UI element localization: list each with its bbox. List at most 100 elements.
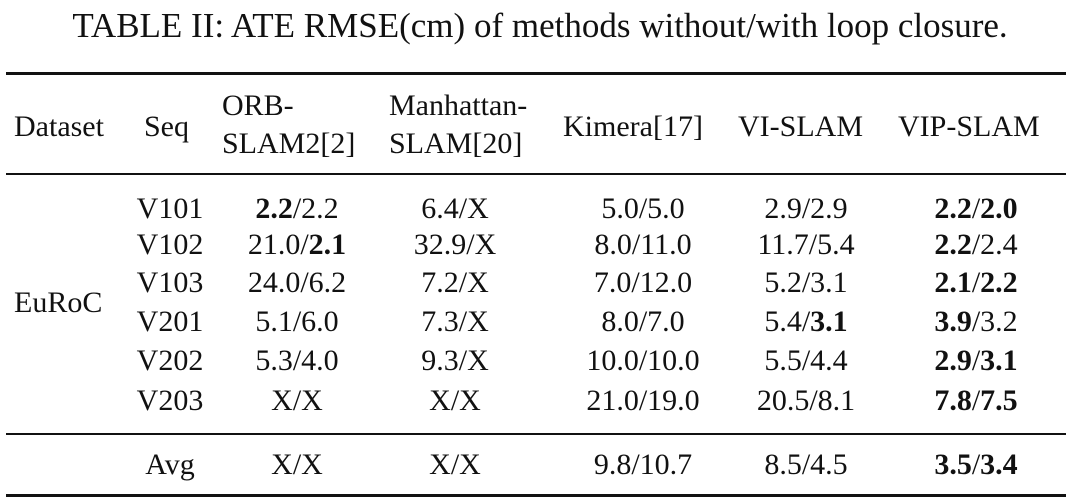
slash-separator: / [300,228,309,261]
value-without-loop: 9.8 [593,448,632,481]
slash-separator: / [292,192,302,225]
value-with-loop: 2.2 [980,266,1018,299]
value-without-loop: 5.3 [255,344,293,377]
value-without-loop: 3.9 [934,305,972,338]
row-v101-orb-slam2-cell: 2.2/2.2 [255,192,338,226]
value-without-loop: 5.5 [764,344,802,377]
top-rule [6,72,1066,75]
value-with-loop: 5.4 [817,228,855,261]
value-without-loop: 7.8 [934,384,972,417]
row-v203-vi-slam-cell: 20.5/8.1 [757,384,855,418]
value-with-loop: X [467,192,489,225]
slash-separator: / [638,192,648,225]
header-manhattan-line1: Manhattan- [389,89,528,122]
value-without-loop: 2.2 [255,192,293,225]
row-v203-seq: V203 [136,384,204,417]
value-without-loop: 2.2 [934,192,972,225]
value-without-loop: 2.9 [934,344,972,377]
value-without-loop: 21.0 [247,228,301,261]
value-without-loop: 5.1 [255,305,293,338]
row-v102-vip-slam-cell: 2.2/2.4 [934,228,1017,262]
row-v103-seq: V103 [136,266,204,299]
value-with-loop: 3.1 [810,305,848,338]
slash-separator: / [801,266,811,299]
value-without-loop: X [429,384,451,417]
slash-separator: / [638,384,648,417]
value-without-loop: 5.2 [764,266,802,299]
value-with-loop: X [474,228,497,261]
row-v202-kimera-cell: 10.0/10.0 [586,344,699,378]
value-without-loop: 24.0 [247,266,301,299]
slash-separator: / [801,344,811,377]
value-with-loop: X [467,344,489,377]
value-with-loop: 4.0 [301,344,339,377]
value-without-loop: X [271,384,293,417]
table-caption: TABLE II: ATE RMSE(cm) of methods withou… [72,6,1008,45]
value-with-loop: X [467,266,489,299]
slash-separator: / [300,266,309,299]
row-v202-orb-slam2-cell: 5.3/4.0 [255,344,338,378]
row-avg-orb-slam2-cell: X/X [271,448,323,482]
value-without-loop: X [429,448,451,481]
value-without-loop: 2.9 [764,192,802,225]
value-without-loop: 7.3 [421,305,459,338]
value-without-loop: 5.4 [764,305,802,338]
value-with-loop: 3.4 [980,448,1018,481]
value-with-loop: X [467,305,489,338]
row-v201-vip-slam-cell: 3.9/3.2 [934,305,1017,339]
value-without-loop: 2.1 [934,266,972,299]
row-v102-seq: V102 [136,228,204,261]
slash-separator: / [292,344,302,377]
row-v101-vip-slam-cell: 2.2/2.0 [934,192,1017,226]
slash-separator: / [971,192,981,225]
value-with-loop: 3.2 [980,305,1018,338]
row-v102-vi-slam-cell: 11.7/5.4 [757,228,854,262]
value-without-loop: 21.0 [586,384,639,417]
value-with-loop: X [301,384,323,417]
row-v102-manhattan-slam-cell: 32.9/X [414,228,497,262]
slash-separator: / [631,228,641,261]
value-without-loop: 9.3 [421,344,459,377]
slash-separator: / [458,266,468,299]
value-without-loop: 10.0 [586,344,639,377]
row-v103-vi-slam-cell: 5.2/3.1 [764,266,847,300]
slash-separator: / [450,448,460,481]
slash-separator: / [292,448,302,481]
row-avg-vip-slam-cell: 3.5/3.4 [934,448,1017,482]
row-v103-vip-slam-cell: 2.1/2.2 [934,266,1017,300]
header-vip-slam: VIP-SLAM [898,110,1040,143]
slash-separator: / [971,305,981,338]
value-without-loop: 11.7 [757,228,809,261]
row-v203-kimera-cell: 21.0/19.0 [586,384,699,418]
value-with-loop: 8.1 [817,384,856,417]
row-v201-orb-slam2-cell: 5.1/6.0 [255,305,338,339]
value-with-loop: 2.0 [980,192,1018,225]
value-without-loop: 32.9 [413,228,467,261]
row-v203-vip-slam-cell: 7.8/7.5 [934,384,1017,418]
row-v202-manhattan-slam-cell: 9.3/X [421,344,489,378]
header-seq: Seq [144,110,189,143]
row-v101-vi-slam-cell: 2.9/2.9 [764,192,847,226]
header-orb-line2: SLAM2[2] [222,127,356,160]
row-avg-kimera-cell: 9.8/10.7 [594,448,692,482]
row-avg-seq: Avg [145,448,195,481]
value-with-loop: 3.1 [810,266,848,299]
value-with-loop: 7.0 [647,305,685,338]
row-v103-kimera-cell: 7.0/12.0 [594,266,692,300]
slash-separator: / [801,192,811,225]
row-v201-manhattan-slam-cell: 7.3/X [421,305,489,339]
slash-separator: / [801,448,811,481]
row-v103-manhattan-slam-cell: 7.2/X [421,266,489,300]
slash-separator: / [458,344,468,377]
header-dataset: Dataset [14,110,104,143]
row-v201-seq: V201 [136,305,204,338]
value-with-loop: 2.4 [980,228,1018,261]
value-without-loop: 3.5 [934,448,972,481]
value-with-loop: 4.5 [810,448,848,481]
value-without-loop: 5.0 [601,192,639,225]
value-without-loop: 8.0 [601,305,639,338]
value-with-loop: 19.0 [647,384,700,417]
row-avg-manhattan-slam-cell: X/X [429,448,481,482]
row-v103-orb-slam2-cell: 24.0/6.2 [248,266,346,300]
slash-separator: / [809,384,818,417]
